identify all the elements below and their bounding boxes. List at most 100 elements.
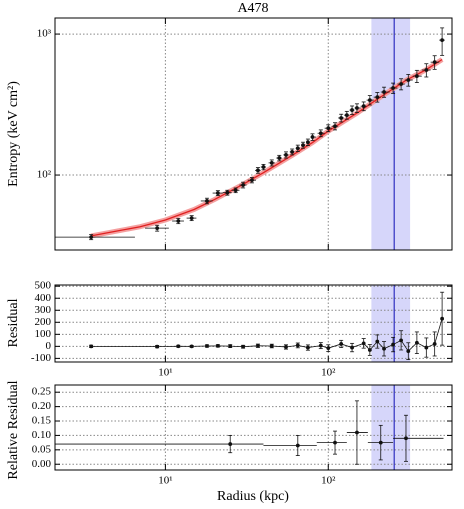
data-point: [344, 113, 349, 118]
plot-area: [55, 18, 452, 250]
data-point: [355, 430, 359, 435]
data-point: [375, 339, 380, 344]
data-point: [241, 183, 246, 187]
y-tick-label: -100: [31, 352, 52, 364]
data-point: [367, 98, 372, 103]
plot-frame: [54, 284, 453, 363]
data-point: [404, 436, 408, 441]
data-point: [295, 443, 300, 448]
y-tick-label: 0.20: [32, 400, 52, 412]
data-point: [261, 165, 266, 169]
data-point: [228, 344, 233, 349]
data-point: [424, 68, 429, 72]
data-point: [406, 349, 411, 354]
x-tick-label: 10¹: [158, 475, 172, 487]
y-tick-label: 0.15: [32, 415, 52, 427]
y-tick-label: 300: [35, 304, 52, 316]
y-tick-label: 10²: [37, 169, 52, 181]
plot-frame: [54, 17, 453, 251]
data-point: [215, 343, 220, 348]
data-point: [333, 124, 337, 129]
data-point: [350, 345, 354, 350]
y-tick-label: 500: [35, 280, 52, 292]
y-axis-label: Entropy (keV cm²): [6, 81, 21, 187]
data-point: [375, 95, 380, 100]
data-point: [350, 108, 354, 112]
y-tick-label: 0.00: [32, 458, 52, 470]
data-line: [91, 318, 443, 352]
y-tick-label: 0.05: [32, 443, 52, 455]
data-point: [306, 345, 310, 350]
x-tick-label: 10¹: [158, 367, 172, 379]
data-point: [225, 190, 230, 195]
data-point: [233, 188, 238, 193]
data-point: [205, 199, 209, 203]
data-point: [89, 235, 94, 239]
data-point: [326, 346, 331, 351]
data-point: [215, 191, 220, 195]
data-point: [155, 344, 160, 349]
data-point: [301, 143, 305, 148]
plot-area: [55, 285, 452, 362]
data-point: [355, 106, 359, 110]
data-point: [295, 343, 300, 348]
y-tick-label: 0: [46, 340, 52, 352]
data-point: [361, 104, 366, 109]
data-point: [440, 316, 445, 321]
x-tick-label: 10²: [321, 475, 336, 487]
data-point: [306, 140, 310, 145]
y-axis-label: Residual: [6, 298, 21, 347]
data-point: [269, 160, 274, 165]
data-point: [367, 348, 372, 352]
data-point: [326, 126, 331, 131]
data-point: [391, 86, 395, 90]
data-point: [424, 345, 429, 350]
data-point: [89, 344, 94, 349]
y-tick-label: 0.25: [32, 386, 52, 398]
data-point: [318, 343, 323, 348]
y-axis-label: Relative Residual: [6, 380, 21, 479]
data-point: [318, 131, 323, 136]
data-point: [241, 344, 246, 349]
y-tick-label: 0.10: [32, 429, 52, 441]
data-point: [290, 149, 295, 154]
data-point: [256, 343, 260, 348]
data-point: [284, 152, 288, 157]
chart-title: A478: [237, 1, 268, 16]
data-point: [250, 178, 254, 183]
data-point: [440, 38, 445, 43]
data-point: [414, 340, 419, 345]
data-point: [432, 60, 437, 65]
data-point: [189, 344, 194, 349]
data-point: [176, 219, 181, 223]
data-point: [414, 74, 419, 79]
data-point: [176, 344, 181, 349]
data-point: [361, 341, 366, 346]
data-point: [284, 345, 288, 349]
data-point: [310, 135, 315, 139]
data-point: [277, 156, 282, 160]
data-point: [406, 78, 411, 82]
data-point: [155, 226, 160, 231]
data-point: [399, 82, 403, 86]
data-point: [205, 344, 209, 348]
shaded-region: [371, 18, 411, 250]
data-point: [339, 116, 344, 120]
data-point: [391, 342, 395, 347]
shaded-region: [371, 285, 411, 362]
data-point: [382, 90, 386, 94]
data-point: [228, 442, 233, 446]
y-tick-label: 200: [35, 316, 52, 328]
data-point: [333, 440, 337, 445]
x-axis-label: Radius (kpc): [217, 489, 289, 504]
x-tick-label: 10²: [321, 367, 336, 379]
data-point: [269, 344, 274, 348]
y-tick-label: 400: [35, 292, 52, 304]
plot-area: [55, 385, 452, 470]
data-point: [378, 440, 383, 445]
data-point: [432, 342, 437, 346]
data-point: [399, 338, 403, 343]
data-point: [189, 216, 194, 221]
data-point: [339, 342, 344, 346]
